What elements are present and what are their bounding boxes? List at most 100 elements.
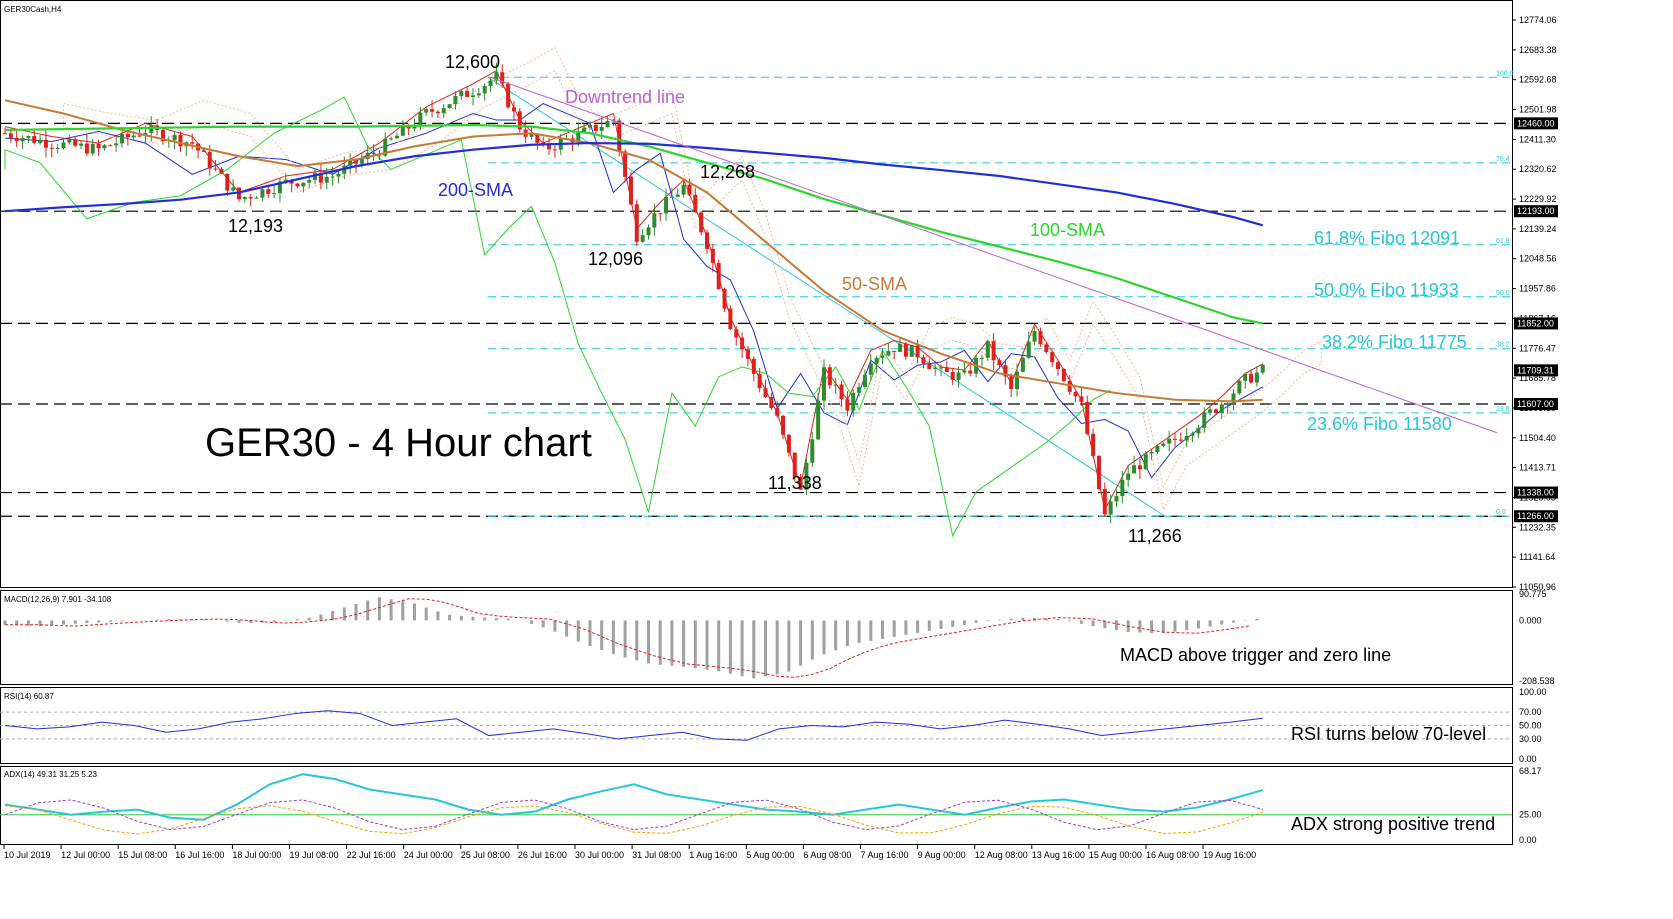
price-tick-label: 12501.98	[1519, 105, 1557, 115]
candle-body	[1167, 438, 1172, 444]
candle-body	[1050, 352, 1055, 363]
price-tick-label: 12683.38	[1519, 45, 1557, 55]
candle-body	[1085, 401, 1090, 434]
macd-indicator: 90.775 0.000 -208.538	[3, 589, 1555, 686]
adx-note: ADX strong positive trend	[1291, 814, 1495, 834]
candle-body	[927, 363, 932, 369]
candle-body	[868, 363, 873, 375]
candle-body	[658, 213, 663, 215]
candle-body	[1073, 391, 1078, 397]
candle-body	[617, 120, 622, 152]
candle-body	[67, 139, 72, 143]
candle-body	[114, 143, 119, 146]
level-tag-label: 11338.00	[1517, 488, 1554, 498]
kijun-line	[4, 103, 1263, 479]
fibo-level-label: 100.0	[1496, 70, 1514, 77]
candle-body	[640, 235, 645, 242]
price-tick-label: 12139.24	[1519, 224, 1557, 234]
candle-body	[201, 150, 206, 152]
fibo-level-label: 76.4	[1496, 156, 1510, 163]
candle-body	[675, 194, 680, 197]
downtrend-label: Downtrend line	[565, 87, 685, 107]
candle-body	[1120, 479, 1125, 497]
level-tag-label: 11852.00	[1517, 318, 1554, 328]
rsi-line	[4, 710, 1263, 741]
price-tick-label: 11413.71	[1519, 463, 1556, 473]
di-plus-line	[4, 799, 1263, 831]
candle-body	[1249, 373, 1254, 383]
candle-body	[1137, 465, 1142, 470]
candle-body	[1225, 403, 1230, 405]
price-tick-label: 11050.96	[1519, 582, 1556, 592]
candle-body	[1173, 438, 1177, 440]
level-tag-label: 12460.00	[1517, 118, 1555, 128]
candle-body	[517, 111, 522, 130]
candle-body	[277, 181, 282, 194]
candle-body	[646, 227, 651, 236]
candle-body	[915, 345, 920, 358]
candle-body	[272, 193, 277, 195]
candle-body	[38, 139, 43, 143]
price-tick-label: 12411.30	[1519, 134, 1556, 144]
candle-body	[552, 149, 557, 151]
candle-body	[623, 151, 628, 177]
candle-body	[108, 145, 113, 147]
candle-body	[991, 341, 996, 361]
rsi-note: RSI turns below 70-level	[1291, 724, 1486, 744]
candle-body	[1108, 501, 1113, 515]
candle-body	[231, 187, 236, 191]
rsi-tick-label: 30.00	[1519, 734, 1542, 744]
candle-body	[441, 108, 446, 114]
candle-body	[1184, 435, 1189, 441]
candle-body	[664, 196, 669, 214]
candle-body	[8, 133, 13, 138]
candle-body	[541, 142, 546, 144]
candle-body	[488, 80, 493, 86]
tenkan-line	[4, 69, 1263, 512]
candle-body	[49, 147, 54, 149]
low-12096-label: 12,096	[588, 249, 643, 269]
candle-body	[1219, 404, 1224, 413]
candle-body	[283, 179, 288, 182]
chikou-line	[4, 96, 1111, 538]
candle-body	[500, 72, 505, 84]
candle-body	[944, 367, 949, 373]
candle-body	[862, 374, 867, 388]
candle-body	[751, 358, 756, 374]
candle-body	[476, 93, 481, 96]
time-tick-label: 26 Jul 16:00	[518, 850, 567, 860]
candle-body	[1044, 344, 1049, 353]
rsi-tick-label: 100.00	[1519, 687, 1547, 697]
candle-body	[1190, 433, 1195, 436]
candle-body	[453, 95, 458, 105]
sma100-line	[4, 123, 1263, 325]
candle-body	[55, 148, 60, 150]
candle-body	[313, 173, 318, 181]
macd-tick-label: -208.538	[1519, 676, 1555, 686]
candle-body	[43, 139, 48, 148]
candle-body	[435, 111, 440, 114]
candle-body	[798, 477, 803, 490]
price-tick-label: 11957.86	[1519, 284, 1556, 294]
candle-body	[822, 367, 826, 401]
candle-body	[985, 341, 990, 358]
low-12193-label: 12,193	[228, 216, 283, 236]
adx-tick-label: 0.00	[1519, 835, 1537, 845]
candle-body	[14, 137, 19, 142]
candle-body	[833, 384, 838, 386]
time-tick-label: 24 Jul 00:00	[404, 850, 453, 860]
symbol-title: GER30Cash,H4	[4, 5, 62, 14]
candle-body	[705, 232, 709, 249]
level-tag	[1514, 117, 1558, 130]
candle-body	[599, 127, 604, 131]
price-tick-label: 11232.35	[1519, 522, 1556, 532]
candle-body	[997, 360, 1002, 366]
price-tick-label: 12320.62	[1519, 164, 1557, 174]
candle-body	[781, 415, 786, 435]
price-axis: 12774.06 12683.38 12592.68 12501.98 12411.30…	[1512, 15, 1557, 592]
candle-body	[1243, 373, 1248, 381]
adx-title: ADX(14) 49.31 31.25 5.23	[4, 770, 98, 779]
candle-body	[412, 126, 417, 129]
candle-body	[418, 112, 423, 127]
candle-body	[1126, 473, 1131, 480]
